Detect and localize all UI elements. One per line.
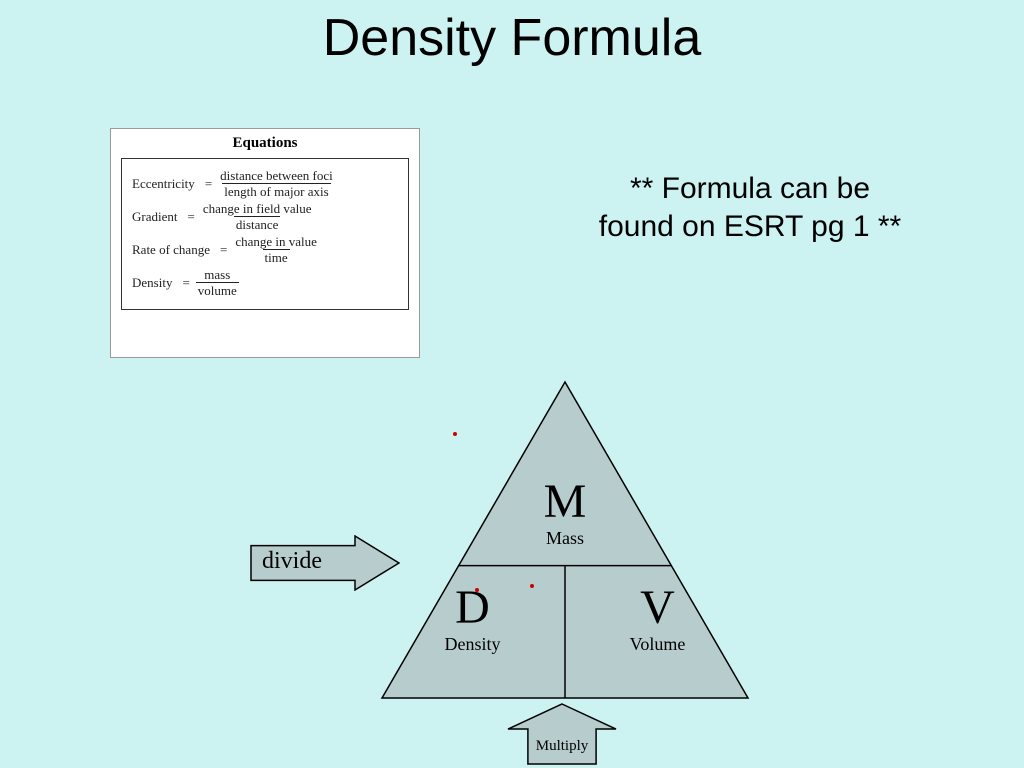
eq-fraction: change in value time <box>233 235 319 264</box>
triangle-left-label: Density <box>380 634 565 655</box>
triangle-top-letter: M <box>380 478 750 526</box>
eq-fraction: change in field value distance <box>201 202 314 231</box>
equation-row: Density = mass volume <box>132 268 398 297</box>
equals-sign: = <box>205 176 212 192</box>
equals-sign: = <box>182 275 189 291</box>
equals-sign: = <box>187 209 194 225</box>
eq-denominator: volume <box>196 282 239 297</box>
eq-fraction: distance between foci length of major ax… <box>218 169 335 198</box>
equation-row: Gradient = change in field value distanc… <box>132 202 398 231</box>
triangle-right-cell: V Volume <box>565 584 750 655</box>
eq-denominator: time <box>263 249 290 264</box>
equations-title: Equations <box>111 135 419 152</box>
multiply-arrow-label: Multiply <box>507 738 617 755</box>
triangle-left-letter: D <box>380 584 565 632</box>
eq-numerator: mass <box>202 268 232 282</box>
eq-lhs: Density <box>132 275 172 291</box>
divide-arrow: divide <box>250 535 400 591</box>
eq-lhs: Rate of change <box>132 242 210 258</box>
eq-numerator: change in field value <box>201 202 314 216</box>
eq-fraction: mass volume <box>196 268 239 297</box>
equations-box: Eccentricity = distance between foci len… <box>121 158 409 310</box>
eq-lhs: Eccentricity <box>132 176 195 192</box>
esrt-note-line1: ** Formula can be <box>540 170 960 208</box>
divide-arrow-label: divide <box>262 548 322 575</box>
multiply-arrow: Multiply <box>507 703 617 765</box>
equals-sign: = <box>220 242 227 258</box>
laser-pointer-dot <box>530 584 534 588</box>
triangle-right-letter: V <box>565 584 750 632</box>
page-title: Density Formula <box>0 8 1024 68</box>
eq-denominator: length of major axis <box>222 183 330 198</box>
eq-numerator: distance between foci <box>218 169 335 183</box>
esrt-note: ** Formula can be found on ESRT pg 1 ** <box>540 170 960 245</box>
formula-triangle: M Mass D Density V Volume <box>380 380 750 700</box>
equation-row: Rate of change = change in value time <box>132 235 398 264</box>
triangle-right-label: Volume <box>565 634 750 655</box>
equation-row: Eccentricity = distance between foci len… <box>132 169 398 198</box>
esrt-note-line2: found on ESRT pg 1 ** <box>540 208 960 246</box>
multiply-arrow-shape <box>507 703 617 765</box>
equations-panel: Equations Eccentricity = distance betwee… <box>110 128 420 358</box>
triangle-top-cell: M Mass <box>380 478 750 549</box>
laser-pointer-dot <box>453 432 457 436</box>
eq-numerator: change in value <box>233 235 319 249</box>
eq-lhs: Gradient <box>132 209 177 225</box>
triangle-top-label: Mass <box>380 528 750 549</box>
triangle-left-cell: D Density <box>380 584 565 655</box>
laser-pointer-dot <box>475 588 479 592</box>
eq-denominator: distance <box>234 216 281 231</box>
